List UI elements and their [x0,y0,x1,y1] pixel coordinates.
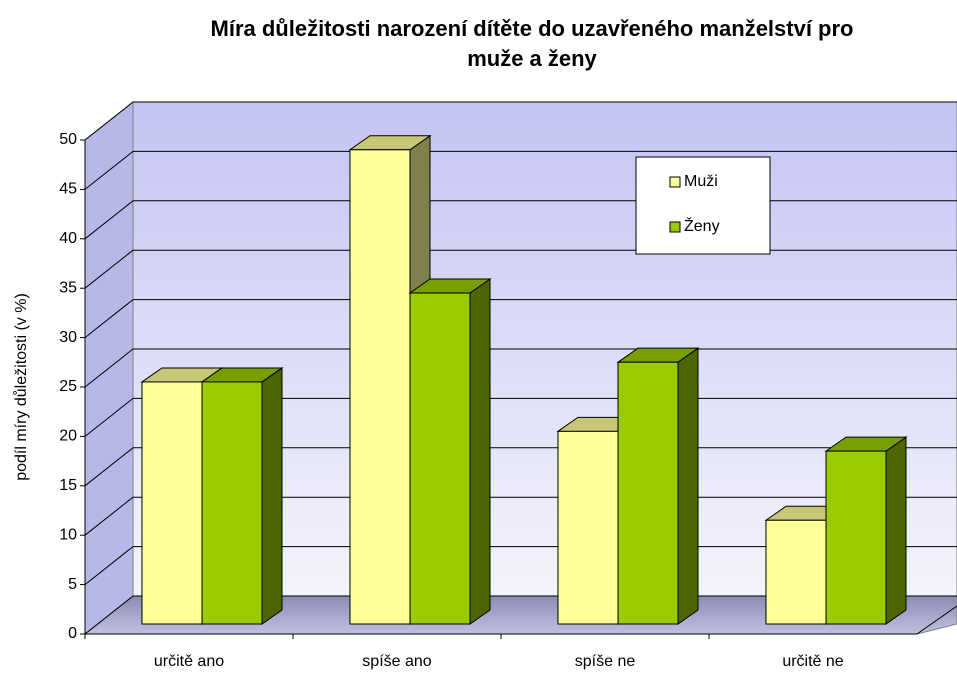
grid-line [84,496,134,536]
y-tick-label: 20 [59,428,77,445]
bar [141,381,203,625]
y-tick-label: 10 [59,526,77,543]
y-tick-label: 0 [68,625,77,642]
legend-label: Muži [684,173,718,190]
y-axis-label: podíl míry důležitosti (v %) [12,293,30,481]
y-tick-label: 15 [59,477,77,494]
grid-line [84,447,134,487]
chart-title: Míra důležitosti narození dítěte do uzav… [210,16,854,71]
grid-line [84,299,134,338]
grid-line [84,151,134,190]
y-tick-label: 35 [59,279,77,296]
x-tick-label: určitě ne [782,653,843,670]
bar [349,149,411,625]
bar-side [885,436,907,625]
y-tick-label: 45 [59,181,77,198]
grid-line [84,348,134,388]
legend-box [635,156,771,255]
y-tick-label: 5 [68,576,77,593]
y-tick-label: 30 [59,329,77,346]
grid-line [84,546,134,585]
y-tick-label: 50 [59,131,77,148]
x-tick-label: určitě ano [154,653,224,670]
grid-line [84,101,134,141]
x-tick-label: spíše ano [362,653,431,670]
grid-line [84,200,134,240]
grid-line [84,398,134,437]
x-axis-edge [916,605,957,635]
bar [201,381,263,625]
grid-line [84,595,134,635]
grid-line [84,249,134,289]
x-tick-label: spíše ne [575,653,636,670]
legend-swatch [669,176,681,188]
bar-side [677,347,699,625]
legend-swatch [669,221,681,233]
bar [557,430,619,625]
y-tick-label: 40 [59,230,77,247]
bar [825,450,887,625]
legend-label: Ženy [684,216,720,235]
bar-side [469,278,491,625]
y-tick-label: 25 [59,378,77,395]
bar [617,361,679,625]
bar-side [261,366,283,625]
bar [409,292,471,625]
bar [765,519,827,625]
